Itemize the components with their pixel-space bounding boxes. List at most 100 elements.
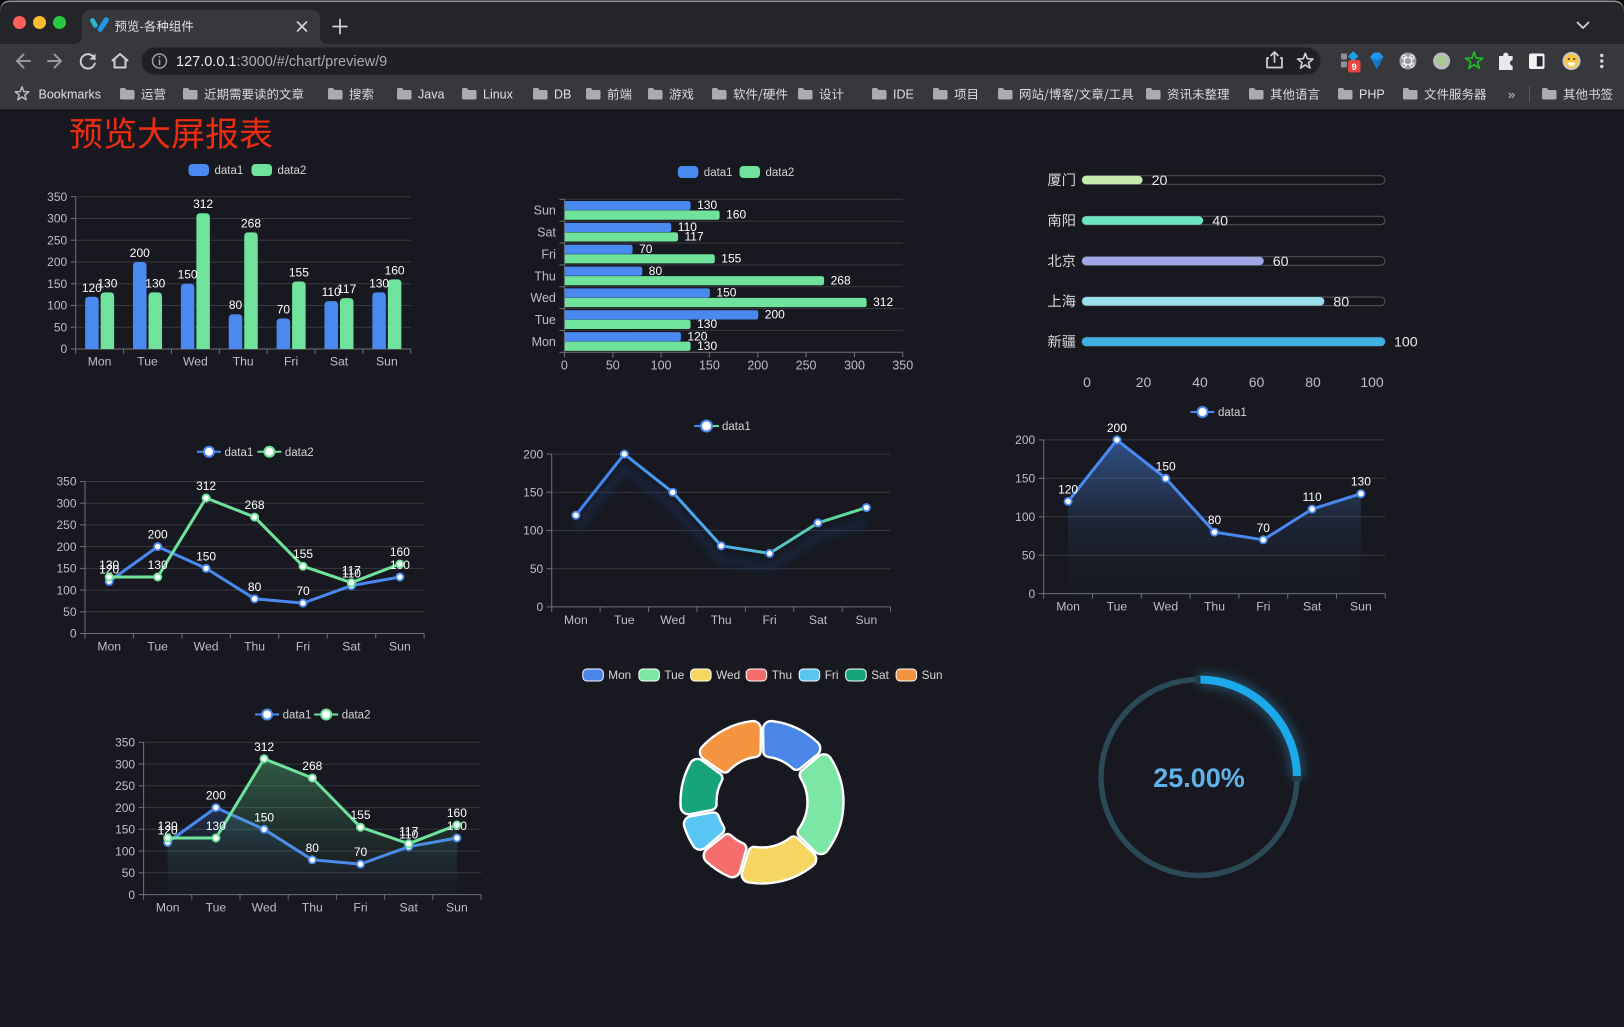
svg-text:Fri: Fri bbox=[284, 355, 298, 369]
svg-text:Mon: Mon bbox=[564, 613, 588, 627]
svg-text:155: 155 bbox=[293, 547, 313, 561]
svg-text:Thu: Thu bbox=[244, 640, 265, 654]
svg-text:155: 155 bbox=[721, 251, 741, 265]
svg-text:300: 300 bbox=[115, 757, 135, 771]
svg-text:150: 150 bbox=[716, 286, 736, 300]
svg-text:»: » bbox=[1508, 87, 1515, 102]
svg-text:150: 150 bbox=[178, 268, 198, 282]
svg-text:120: 120 bbox=[1058, 482, 1078, 496]
svg-text:Java: Java bbox=[418, 88, 444, 102]
svg-text:80: 80 bbox=[649, 264, 663, 278]
svg-text:160: 160 bbox=[390, 545, 410, 559]
svg-text:130: 130 bbox=[1351, 475, 1371, 489]
svg-text:117: 117 bbox=[685, 230, 704, 244]
svg-text:80: 80 bbox=[248, 580, 262, 594]
svg-text:data1: data1 bbox=[283, 710, 312, 722]
svg-text:50: 50 bbox=[63, 605, 77, 619]
svg-text:Mon: Mon bbox=[532, 335, 556, 349]
svg-text:Sun: Sun bbox=[1350, 600, 1372, 614]
svg-text:25.00%: 25.00% bbox=[1153, 763, 1245, 793]
svg-text:Fri: Fri bbox=[762, 613, 776, 627]
svg-text:data2: data2 bbox=[766, 167, 795, 179]
svg-text:Tue: Tue bbox=[535, 313, 556, 327]
svg-text:Sat: Sat bbox=[330, 355, 349, 369]
svg-text:130: 130 bbox=[97, 276, 117, 290]
svg-text:250: 250 bbox=[796, 358, 817, 372]
svg-text:Wed: Wed bbox=[194, 640, 219, 654]
svg-text:150: 150 bbox=[196, 549, 216, 563]
svg-text:Thu: Thu bbox=[233, 355, 254, 369]
svg-text:117: 117 bbox=[342, 564, 361, 578]
svg-text:Linux: Linux bbox=[483, 88, 514, 102]
svg-text:200: 200 bbox=[115, 801, 135, 815]
svg-text:Bookmarks: Bookmarks bbox=[39, 88, 102, 102]
svg-text:250: 250 bbox=[115, 779, 135, 793]
svg-text:Tue: Tue bbox=[614, 613, 635, 627]
svg-text:Tue: Tue bbox=[664, 668, 684, 682]
svg-text:120: 120 bbox=[158, 823, 178, 837]
svg-text:200: 200 bbox=[1107, 421, 1127, 435]
svg-text:100: 100 bbox=[651, 358, 672, 372]
svg-text:120: 120 bbox=[687, 329, 707, 343]
svg-text:0: 0 bbox=[1029, 587, 1036, 601]
svg-text:155: 155 bbox=[289, 266, 309, 280]
svg-text:0: 0 bbox=[70, 627, 77, 641]
svg-text:70: 70 bbox=[277, 303, 291, 317]
svg-text:312: 312 bbox=[193, 197, 213, 211]
svg-text:Mon: Mon bbox=[156, 901, 180, 915]
svg-text:Mon: Mon bbox=[97, 640, 121, 654]
svg-text:110: 110 bbox=[342, 567, 361, 581]
svg-text:Sun: Sun bbox=[446, 901, 468, 915]
svg-text:Wed: Wed bbox=[183, 355, 208, 369]
svg-text:268: 268 bbox=[241, 216, 261, 230]
svg-text:40: 40 bbox=[1212, 214, 1228, 230]
svg-text:200: 200 bbox=[130, 246, 150, 260]
svg-text:Sat: Sat bbox=[1303, 600, 1322, 614]
svg-text:Fri: Fri bbox=[541, 247, 556, 261]
svg-text:Fri: Fri bbox=[296, 640, 310, 654]
svg-text:50: 50 bbox=[54, 320, 68, 334]
svg-text:150: 150 bbox=[699, 358, 720, 372]
svg-text:Thu: Thu bbox=[302, 901, 323, 915]
svg-text:160: 160 bbox=[726, 208, 746, 222]
svg-text:Tue: Tue bbox=[147, 640, 168, 654]
svg-text:60: 60 bbox=[1249, 374, 1265, 390]
svg-text:50: 50 bbox=[530, 562, 544, 576]
svg-text:Wed: Wed bbox=[716, 668, 740, 682]
svg-text:data2: data2 bbox=[342, 710, 371, 722]
svg-text:50: 50 bbox=[122, 866, 136, 880]
svg-text:250: 250 bbox=[47, 233, 67, 247]
svg-text:100: 100 bbox=[115, 844, 135, 858]
svg-text:Sat: Sat bbox=[537, 226, 556, 240]
svg-text:150: 150 bbox=[47, 277, 67, 291]
svg-text:Mon: Mon bbox=[1056, 600, 1080, 614]
svg-text:Sun: Sun bbox=[534, 204, 556, 218]
svg-text:268: 268 bbox=[245, 498, 265, 512]
svg-text:300: 300 bbox=[844, 358, 865, 372]
svg-text:130: 130 bbox=[697, 339, 717, 353]
svg-text:Fri: Fri bbox=[825, 668, 839, 682]
svg-text:150: 150 bbox=[254, 810, 274, 824]
svg-text:80: 80 bbox=[1208, 513, 1222, 527]
svg-text:130: 130 bbox=[206, 819, 226, 833]
svg-text:PHP: PHP bbox=[1359, 88, 1385, 102]
svg-text:312: 312 bbox=[873, 295, 893, 309]
svg-text:70: 70 bbox=[354, 845, 368, 859]
svg-text:50: 50 bbox=[1022, 548, 1036, 562]
svg-text:160: 160 bbox=[385, 263, 405, 277]
svg-text:350: 350 bbox=[56, 475, 76, 489]
svg-text:117: 117 bbox=[399, 825, 418, 839]
svg-text:155: 155 bbox=[350, 808, 370, 822]
svg-text:200: 200 bbox=[1015, 433, 1035, 447]
svg-text:Mon: Mon bbox=[608, 668, 631, 682]
svg-text:130: 130 bbox=[148, 558, 168, 572]
svg-text:50: 50 bbox=[606, 358, 620, 372]
svg-text:data1: data1 bbox=[704, 167, 733, 179]
svg-text:Sat: Sat bbox=[400, 901, 419, 915]
svg-text:200: 200 bbox=[765, 308, 785, 322]
svg-text:Fri: Fri bbox=[1256, 600, 1270, 614]
svg-text:data1: data1 bbox=[722, 421, 751, 433]
svg-text:70: 70 bbox=[639, 242, 653, 256]
svg-text:Sun: Sun bbox=[389, 640, 411, 654]
svg-text:9: 9 bbox=[1352, 62, 1357, 73]
